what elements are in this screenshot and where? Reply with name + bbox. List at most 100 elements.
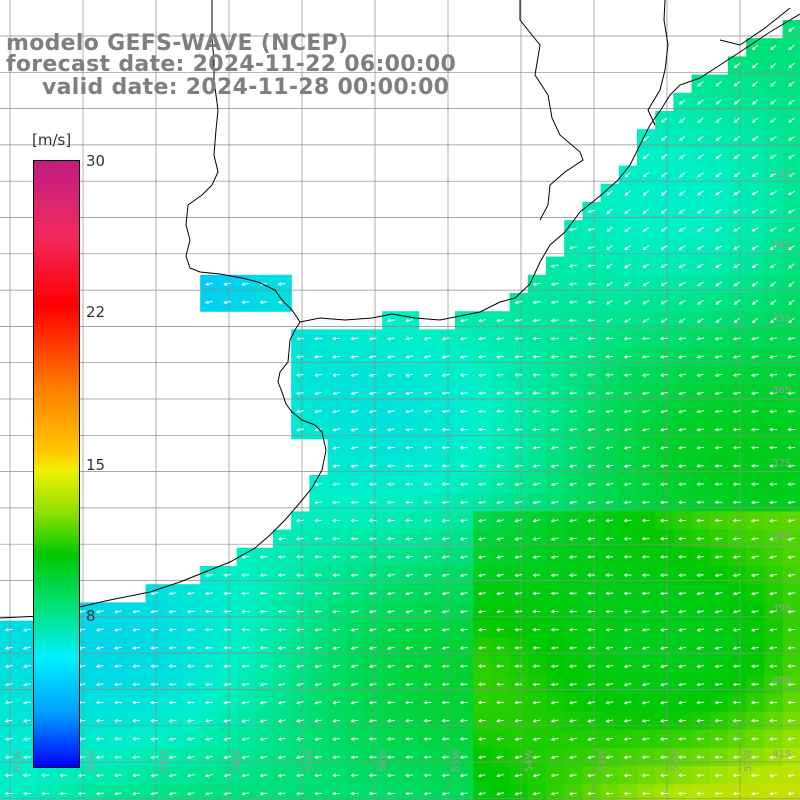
wind-arrow bbox=[423, 336, 432, 341]
wind-arrow bbox=[769, 482, 778, 486]
wind-arrow bbox=[750, 700, 759, 705]
wind-arrow bbox=[423, 773, 432, 778]
wind-arrow bbox=[587, 282, 596, 286]
wind-cell bbox=[527, 784, 547, 800]
wind-arrow bbox=[659, 373, 668, 377]
wind-arrow bbox=[132, 609, 141, 614]
wind-arrow bbox=[769, 409, 778, 414]
wind-arrow bbox=[132, 664, 141, 669]
wind-arrow bbox=[787, 555, 796, 559]
wind-arrow bbox=[405, 355, 414, 359]
wind-arrow bbox=[659, 628, 668, 632]
wind-arrow bbox=[295, 664, 304, 669]
wind-arrow bbox=[477, 318, 486, 323]
wind-arrow bbox=[550, 427, 559, 432]
wind-arrow bbox=[368, 682, 377, 687]
wind-arrow bbox=[441, 700, 450, 705]
wind-arrow bbox=[514, 391, 523, 395]
wind-arrow bbox=[459, 409, 468, 414]
wind-arrow bbox=[732, 355, 741, 359]
wind-cell bbox=[54, 784, 74, 800]
wind-arrow bbox=[750, 609, 759, 614]
wind-arrow bbox=[477, 464, 486, 468]
wind-arrow bbox=[697, 172, 704, 178]
wind-arrow bbox=[259, 682, 268, 687]
lat-label: 33S bbox=[772, 169, 792, 180]
wind-arrow bbox=[514, 609, 523, 614]
wind-arrow bbox=[641, 518, 650, 523]
wind-arrow bbox=[714, 609, 723, 614]
wind-arrow bbox=[750, 664, 759, 669]
wind-arrow bbox=[423, 555, 432, 559]
wind-arrow bbox=[641, 500, 650, 505]
wind-arrow bbox=[204, 664, 213, 668]
wind-arrow bbox=[332, 336, 341, 341]
wind-arrow bbox=[423, 391, 432, 396]
wind-arrow bbox=[732, 718, 741, 723]
wind-arrow bbox=[660, 135, 668, 142]
wind-arrow bbox=[732, 573, 741, 578]
wind-arrow bbox=[787, 500, 796, 505]
wind-arrow bbox=[750, 591, 759, 596]
wind-arrow bbox=[368, 755, 377, 759]
wind-arrow bbox=[641, 773, 650, 778]
wind-arrow bbox=[678, 664, 687, 669]
wind-arrow bbox=[787, 518, 796, 523]
wind-arrow bbox=[168, 737, 177, 741]
colorbar-tick-30: 30 bbox=[86, 152, 106, 170]
wind-arrow bbox=[295, 336, 304, 341]
wind-arrow bbox=[477, 682, 486, 687]
wind-arrow bbox=[550, 464, 559, 468]
wind-arrow bbox=[769, 281, 777, 287]
wind-arrow bbox=[624, 281, 632, 287]
wind-arrow bbox=[568, 318, 577, 323]
wind-arrow bbox=[477, 409, 486, 414]
wind-arrow bbox=[750, 791, 759, 796]
wind-arrow bbox=[459, 373, 468, 377]
wind-arrow bbox=[696, 263, 704, 268]
wind-arrow bbox=[4, 737, 13, 741]
wind-arrow bbox=[241, 664, 250, 669]
wind-arrow bbox=[368, 628, 377, 632]
wind-arrow bbox=[386, 409, 395, 414]
wind-arrow bbox=[204, 773, 213, 778]
wind-arrow bbox=[150, 591, 159, 596]
wind-arrow bbox=[241, 646, 250, 650]
wind-arrow bbox=[113, 664, 122, 669]
wind-arrow bbox=[386, 464, 395, 468]
wind-cell bbox=[327, 784, 347, 800]
wind-arrow bbox=[788, 44, 795, 51]
wind-arrow bbox=[150, 755, 159, 760]
wind-cell bbox=[546, 784, 565, 800]
wind-arrow bbox=[514, 700, 523, 705]
wind-arrow bbox=[769, 737, 778, 741]
wind-arrow bbox=[514, 445, 523, 450]
border-uruguay-brazil bbox=[519, 0, 584, 221]
wind-arrow bbox=[623, 391, 632, 396]
wind-arrow bbox=[568, 773, 577, 778]
wind-arrow bbox=[514, 482, 523, 487]
wind-arrow bbox=[95, 682, 104, 687]
lat-label: 34S bbox=[772, 240, 792, 251]
wind-arrow bbox=[368, 609, 377, 614]
wind-arrow bbox=[678, 336, 687, 341]
wind-arrow bbox=[641, 446, 650, 450]
wind-arrow bbox=[660, 172, 668, 178]
wind-arrow bbox=[714, 628, 723, 632]
wind-arrow bbox=[441, 409, 450, 414]
wind-arrow bbox=[550, 791, 559, 796]
wind-arrow bbox=[750, 755, 759, 760]
wind-cell bbox=[582, 784, 602, 800]
wind-arrow bbox=[733, 190, 741, 196]
wind-arrow bbox=[95, 664, 104, 669]
wind-arrow bbox=[204, 682, 213, 687]
wind-arrow bbox=[532, 537, 541, 541]
wind-arrow bbox=[751, 317, 759, 324]
wind-arrow bbox=[605, 500, 614, 505]
wind-arrow bbox=[605, 773, 614, 778]
wind-arrow bbox=[732, 682, 741, 687]
wind-arrow bbox=[623, 755, 632, 760]
wind-arrow bbox=[332, 518, 341, 523]
wind-arrow bbox=[368, 791, 377, 796]
